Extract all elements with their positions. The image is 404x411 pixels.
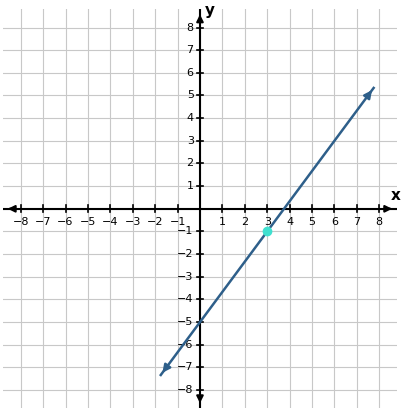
Text: x: x [391, 188, 401, 203]
Text: 5: 5 [187, 90, 194, 101]
Text: y: y [204, 3, 215, 18]
Text: 7: 7 [187, 45, 194, 55]
Text: 6: 6 [331, 217, 338, 227]
Text: −4: −4 [177, 294, 194, 305]
Text: −2: −2 [147, 217, 163, 227]
Text: −2: −2 [177, 249, 194, 259]
Text: −3: −3 [124, 217, 141, 227]
Text: 2: 2 [241, 217, 248, 227]
Text: −6: −6 [57, 217, 74, 227]
Text: −8: −8 [177, 385, 194, 395]
Text: 8: 8 [187, 23, 194, 32]
Text: 2: 2 [187, 159, 194, 169]
Text: 4: 4 [187, 113, 194, 123]
Text: −7: −7 [177, 363, 194, 372]
Text: 3: 3 [264, 217, 271, 227]
Text: 8: 8 [376, 217, 383, 227]
Text: −6: −6 [177, 340, 194, 350]
Text: 4: 4 [286, 217, 293, 227]
Text: −1: −1 [169, 217, 186, 227]
Text: −4: −4 [102, 217, 119, 227]
Text: 6: 6 [187, 68, 194, 78]
Text: −3: −3 [177, 272, 194, 282]
Text: 3: 3 [187, 136, 194, 146]
Text: −7: −7 [35, 217, 51, 227]
Text: −5: −5 [177, 317, 194, 327]
Text: 7: 7 [353, 217, 360, 227]
Text: −1: −1 [177, 226, 194, 236]
Text: −5: −5 [80, 217, 96, 227]
Text: 1: 1 [187, 181, 194, 191]
Text: 1: 1 [219, 217, 226, 227]
Text: −8: −8 [13, 217, 29, 227]
Text: 5: 5 [309, 217, 316, 227]
